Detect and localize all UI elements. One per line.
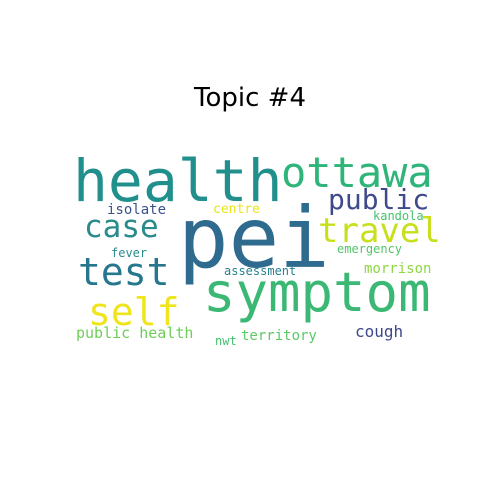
word-pei: pei (178, 189, 330, 287)
word-test: test (78, 250, 170, 294)
word-assessment: assessment (224, 264, 297, 278)
word-travel: travel (318, 211, 441, 251)
word-isolate: isolate (107, 202, 167, 218)
word-fever: fever (111, 246, 148, 260)
topic-title: Topic #4 (194, 83, 306, 113)
word-nwt: nwt (215, 334, 237, 348)
word-ottawa: ottawa (281, 148, 433, 197)
word-territory: territory (241, 328, 317, 344)
word-emergency: emergency (337, 242, 403, 256)
word-morrison: morrison (364, 261, 432, 277)
word-symptom: symptom (203, 261, 431, 324)
word-cough: cough (355, 322, 404, 341)
word-centre: centre (213, 202, 260, 217)
word-health: health (73, 147, 283, 215)
word-self: self (88, 290, 180, 334)
word-kandola: kandola (373, 209, 424, 223)
word-public-health: public health (76, 324, 194, 342)
word-case: case (84, 209, 159, 245)
word-public: public (328, 183, 430, 216)
